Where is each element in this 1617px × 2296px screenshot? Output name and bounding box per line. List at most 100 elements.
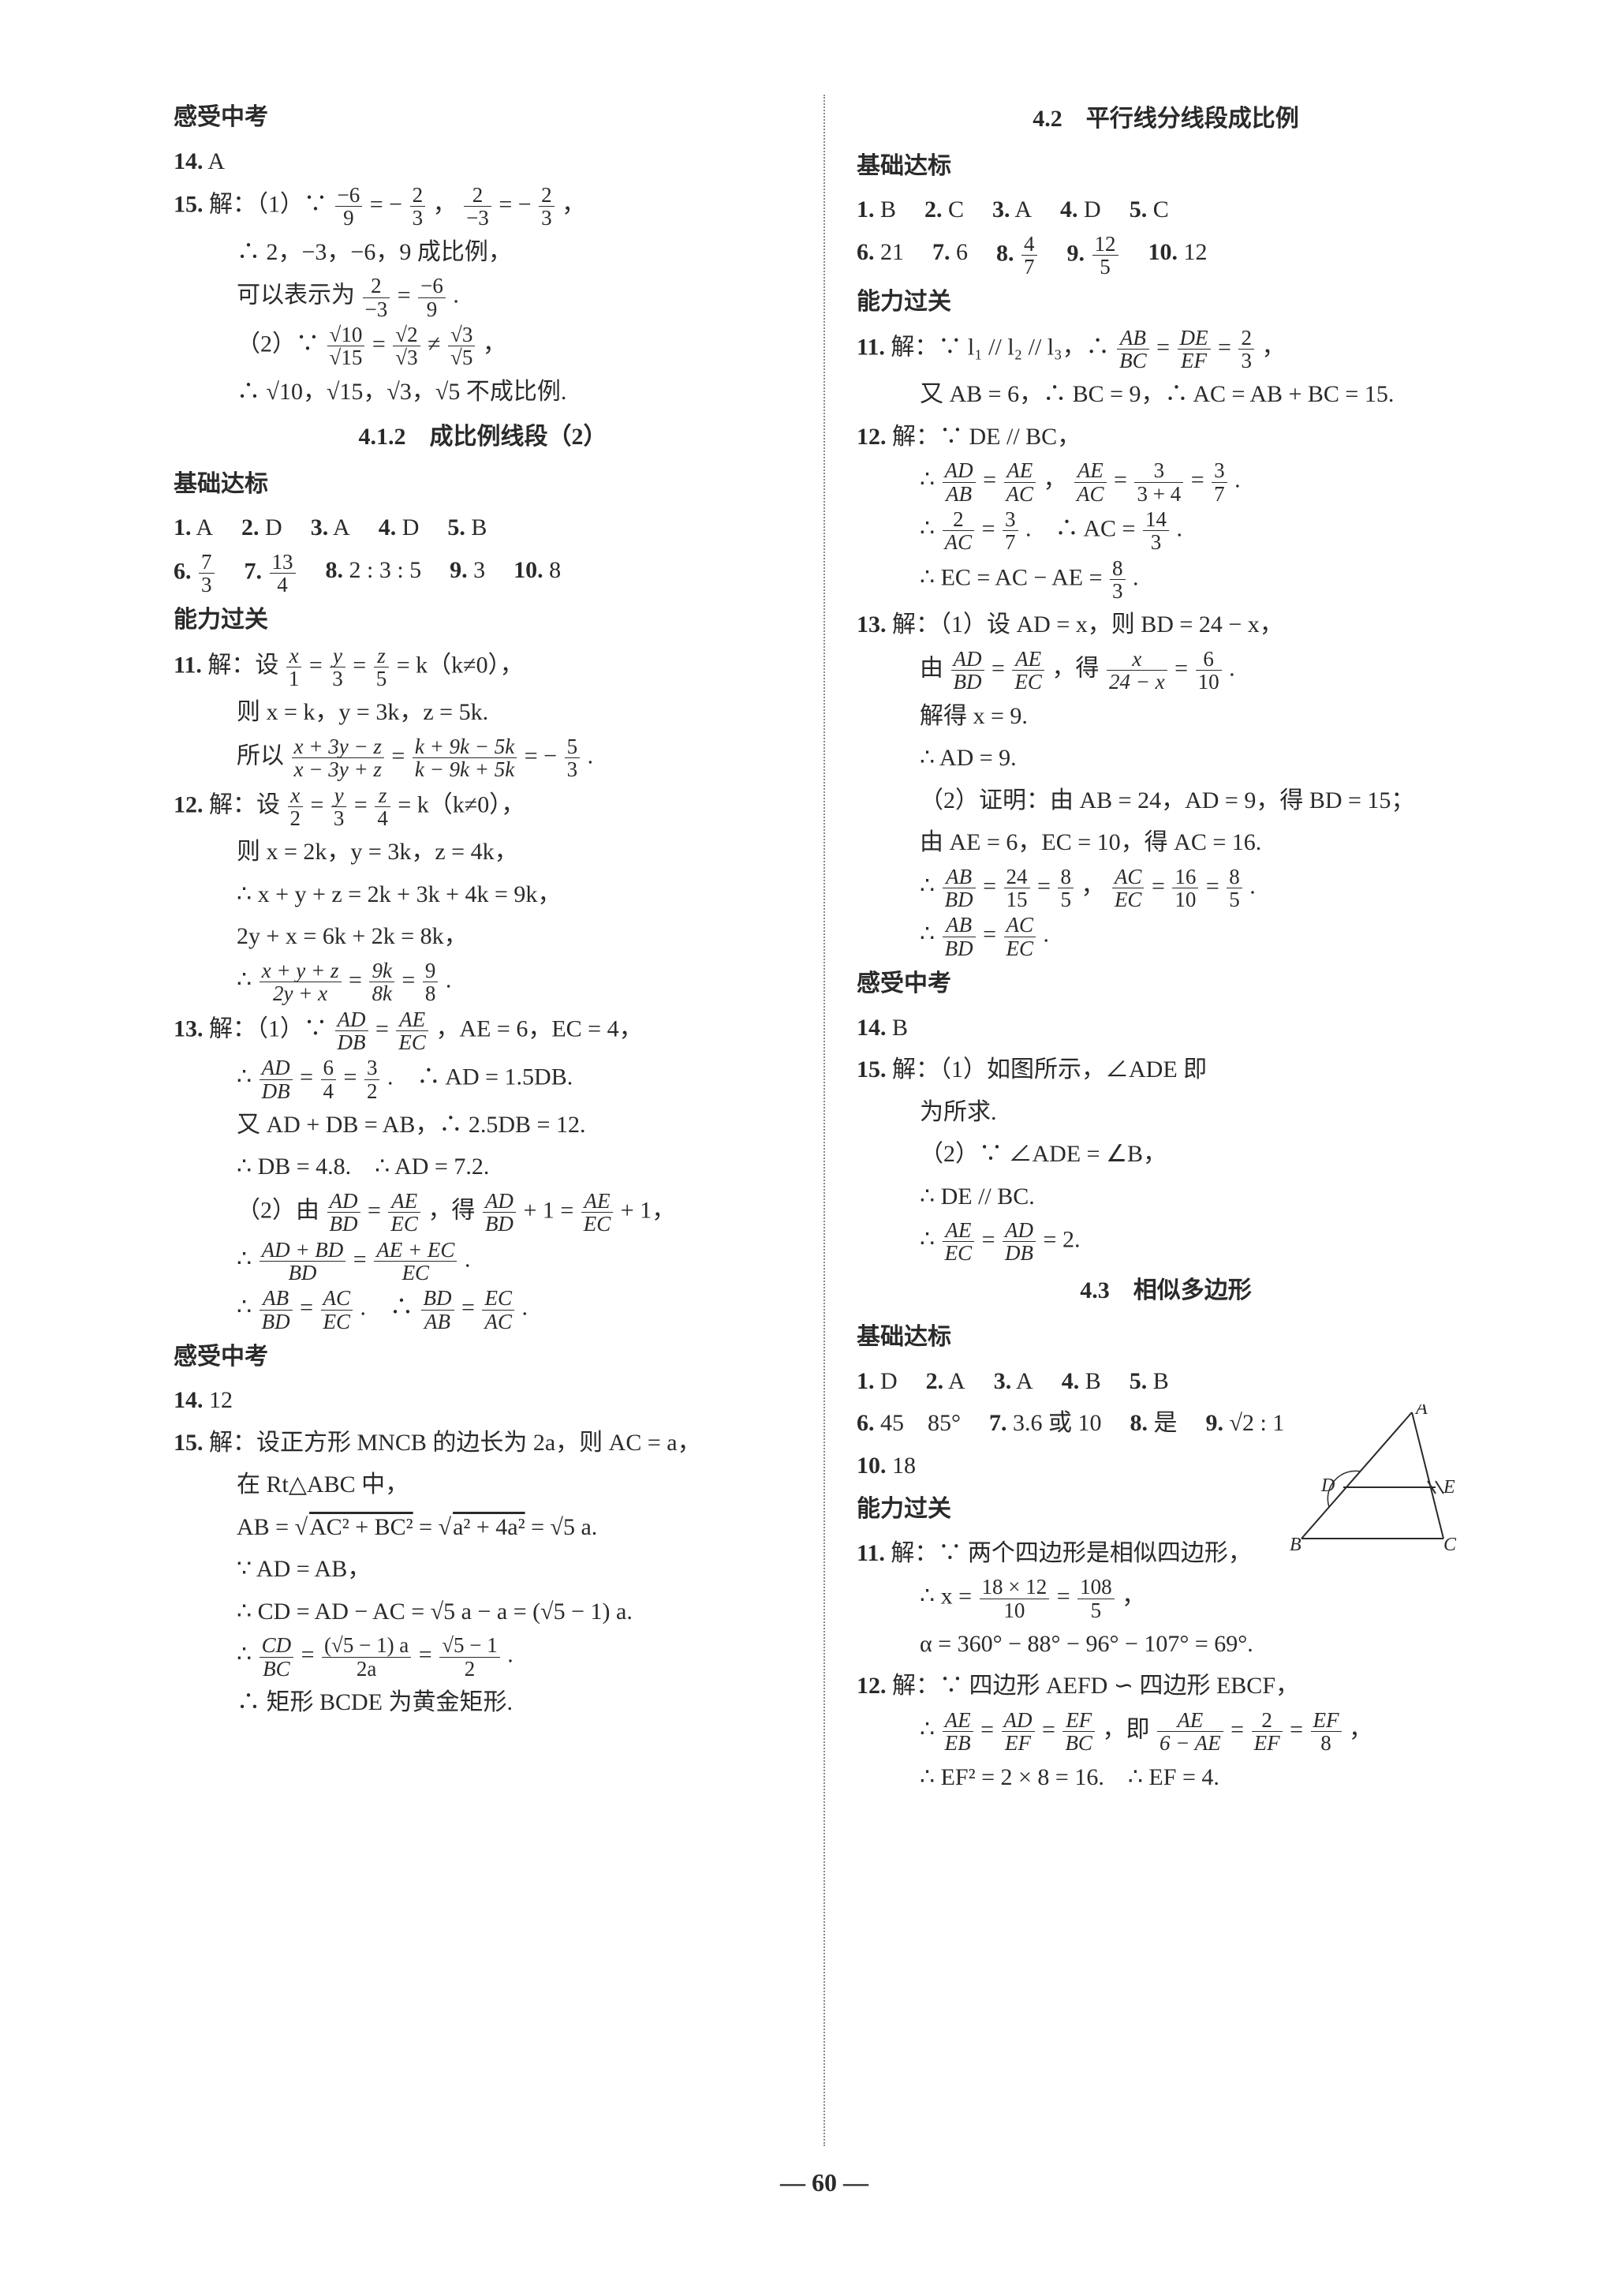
page-number: — 60 —: [174, 2162, 1475, 2204]
rq15-l3: ∴ DE // BC.: [857, 1177, 1475, 1217]
qnum: 15.: [174, 192, 204, 218]
text: 解：（1）∵: [209, 192, 327, 218]
den: BD: [260, 1261, 346, 1284]
num: AB: [943, 866, 976, 888]
answer-row-2: 6. 73 7. 134 8. 2 : 3 : 5 9. 3 10. 8: [174, 551, 792, 596]
den: 5: [1058, 888, 1074, 911]
qnum: 1.: [857, 1368, 875, 1394]
num: x: [286, 645, 302, 667]
eq: =: [344, 1064, 357, 1090]
qnum: 14.: [174, 1387, 204, 1413]
text: ∴: [920, 873, 935, 899]
text: ，得: [428, 1198, 475, 1224]
num: x + y + z: [260, 959, 342, 982]
ans: 45 85°: [880, 1410, 961, 1436]
num: BD: [421, 1287, 454, 1309]
q11-l2: 则 x = k，y = 3k，z = 5k.: [174, 693, 792, 732]
answer-14: 14. A: [174, 142, 792, 181]
ans: 18: [892, 1453, 916, 1479]
text: + 1 =: [523, 1198, 573, 1224]
text: ∴: [920, 516, 935, 542]
heading: 能力过关: [174, 600, 792, 640]
den: 4: [375, 806, 390, 829]
num: EF: [1062, 1709, 1095, 1731]
num: AB: [943, 914, 976, 936]
q15-l5: ∴ √10，√15，√3，√5 不成比例.: [174, 372, 792, 412]
rq13-l7: ∴ ABBD = 2415 = 85 ， ACEC = 1610 = 85 .: [857, 866, 1475, 911]
q15b-l7: ∴ 矩形 BCDE 为黄金矩形.: [174, 1683, 792, 1722]
num: x: [1107, 648, 1167, 670]
den: EF: [1002, 1731, 1035, 1754]
den: 10: [980, 1599, 1050, 1621]
text: ，得: [1051, 656, 1099, 682]
num: k + 9k − 5k: [413, 735, 517, 757]
den: 3: [1143, 530, 1169, 553]
q12-l5: ∴ x + y + z2y + x = 9k8k = 98 .: [174, 959, 792, 1005]
heading: 感受中考: [174, 98, 792, 137]
eq: =: [1191, 467, 1204, 493]
rq13-l4: ∴ AD = 9.: [857, 739, 1475, 778]
eq: =: [354, 791, 368, 817]
num: 6: [321, 1056, 337, 1079]
den: BD: [327, 1212, 360, 1235]
num: y: [331, 784, 347, 806]
den: 2: [364, 1079, 380, 1102]
qnum: 9.: [1067, 240, 1085, 266]
den: DB: [1003, 1241, 1036, 1264]
page-columns: 感受中考 14. A 15. 解：（1）∵ −69 = − 23 ， 2−3 =…: [174, 95, 1475, 2146]
q15-l1: 15. 解：（1）∵ −69 = − 23 ， 2−3 = − 23 ，: [174, 184, 792, 230]
eq: = −: [499, 192, 531, 218]
text: ，: [562, 192, 585, 218]
num: 8: [1227, 866, 1242, 888]
num: AD: [951, 648, 984, 670]
text: 解：∵ 两个四边形是相似四边形，: [891, 1540, 1252, 1566]
den: 3: [1238, 349, 1254, 372]
num: 4: [1021, 233, 1037, 255]
ans: D: [396, 514, 419, 540]
num: AD: [1003, 1219, 1036, 1241]
text: 解：设正方形 MNCB 的边长为 2a，则 AC = a，: [209, 1430, 701, 1456]
heading: 能力过关: [857, 282, 1475, 322]
text: ∴: [920, 1227, 935, 1253]
eq: =: [309, 652, 323, 678]
ans: B: [1147, 1368, 1169, 1394]
text: ∴: [237, 1064, 252, 1090]
num: AE: [943, 1219, 975, 1241]
answer-row-1: 1. A2. D3. A4. D5. B: [174, 508, 792, 548]
eq: =: [311, 791, 324, 817]
eq: =: [1057, 1584, 1070, 1610]
den: EC: [321, 1310, 353, 1333]
qnum: 4.: [379, 514, 397, 540]
text: ∴: [237, 967, 252, 993]
den: 3: [539, 206, 555, 229]
answer-row-r2: 6. 21 7. 6 8. 47 9. 125 10. 12: [857, 233, 1475, 279]
rq13-l3: 解得 x = 9.: [857, 697, 1475, 736]
num: 2: [1238, 327, 1254, 349]
num: −6: [335, 184, 363, 206]
rq12b-l1: 12. 解：∵ 四边形 AEFD ∽ 四边形 EBCF，: [857, 1666, 1475, 1706]
num: √3: [448, 323, 475, 346]
text: ，: [1081, 873, 1104, 899]
qnum: 10.: [513, 557, 543, 583]
den: k − 9k + 5k: [413, 757, 517, 780]
text: .: [1044, 922, 1050, 948]
ans: B: [465, 514, 487, 540]
eq: =: [300, 1064, 313, 1090]
rq11b-l2: ∴ x = 18 × 1210 = 1085 ，: [857, 1576, 1475, 1621]
num: 6: [1196, 648, 1222, 670]
q11-l1: 11. 解：设 x1 = y3 = z5 = k（k≠0），: [174, 645, 792, 690]
qnum: 14.: [857, 1015, 887, 1041]
num: AE: [581, 1190, 614, 1212]
text: ，: [1044, 467, 1067, 493]
eq: =: [1042, 1717, 1055, 1743]
qnum: 3.: [311, 514, 329, 540]
den: EC: [581, 1212, 614, 1235]
ans: 21: [880, 239, 904, 265]
qnum: 10.: [857, 1453, 887, 1479]
den: AC: [482, 1310, 514, 1333]
den: −3: [363, 297, 390, 320]
qnum: 1.: [174, 514, 192, 540]
den: 24 − x: [1107, 670, 1167, 693]
eq: =: [419, 1642, 432, 1668]
text: ∴: [920, 1717, 935, 1743]
